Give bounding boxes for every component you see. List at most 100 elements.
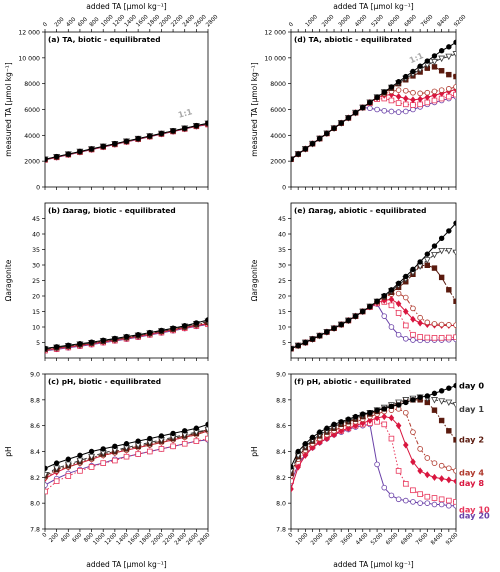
data-point <box>381 421 388 428</box>
data-point <box>417 500 423 506</box>
data-point <box>324 329 330 335</box>
data-point <box>453 73 456 80</box>
x-tick-label-top: 6800 <box>404 14 419 29</box>
data-point <box>291 346 294 352</box>
data-point <box>360 308 366 315</box>
data-point <box>381 413 388 421</box>
data-point <box>445 53 453 61</box>
panel-title: (d) TA, abiotic - equilibrated <box>294 35 412 44</box>
y-tick-label: 8.4 <box>276 449 286 456</box>
data-point <box>424 93 431 101</box>
series-group <box>45 317 208 354</box>
x-tick-label: 8400 <box>430 532 445 547</box>
data-point <box>446 322 452 328</box>
series-line <box>291 416 456 490</box>
series-line <box>291 250 456 350</box>
data-point <box>417 319 423 327</box>
x-tick-label: 1000 <box>295 532 310 547</box>
data-point <box>65 151 71 157</box>
data-point <box>65 473 72 479</box>
data-point <box>338 120 344 126</box>
data-point <box>88 464 95 470</box>
y-tick-label: 0 <box>36 185 40 192</box>
data-point <box>424 393 431 399</box>
data-point <box>402 480 409 487</box>
data-point <box>388 492 395 499</box>
data-point <box>367 410 373 416</box>
data-point <box>410 499 416 505</box>
x-tick-label: 0 <box>288 532 295 539</box>
data-point <box>403 273 409 280</box>
data-point <box>381 107 388 114</box>
x-tick-label: 400 <box>60 532 72 544</box>
data-point <box>388 302 395 309</box>
data-point <box>410 397 416 403</box>
data-point <box>147 133 153 139</box>
data-point <box>438 462 445 469</box>
data-point <box>431 335 438 341</box>
data-point <box>453 382 456 389</box>
data-point <box>446 497 452 504</box>
data-point <box>395 87 402 93</box>
data-point <box>438 501 445 508</box>
data-point <box>431 97 438 104</box>
data-point <box>431 58 438 66</box>
data-point <box>205 120 208 126</box>
x-tick-label-top: 0 <box>42 21 49 28</box>
y-axis-label: pH <box>4 446 13 456</box>
data-point <box>100 337 106 344</box>
y-tick-label: 12 000 <box>18 30 40 37</box>
data-point <box>88 448 95 455</box>
data-point <box>410 331 416 338</box>
data-point <box>453 220 456 226</box>
x-tick-label: 600 <box>72 532 84 544</box>
data-point <box>193 438 200 444</box>
data-point <box>65 342 71 348</box>
data-point <box>309 336 316 342</box>
data-point <box>402 294 409 301</box>
title-background <box>46 375 187 386</box>
y-tick-label: 5 <box>282 340 286 347</box>
y-tick-label: 35 <box>32 247 40 254</box>
x-tick-label-top: 600 <box>77 16 89 28</box>
data-point <box>453 39 456 46</box>
data-point <box>402 101 409 108</box>
x-tick-label-top: 5200 <box>371 14 386 29</box>
data-point <box>374 94 380 100</box>
data-point <box>381 313 388 319</box>
data-point <box>446 476 452 484</box>
y-tick-label: 0 <box>282 185 286 192</box>
data-point <box>388 97 395 104</box>
data-point <box>338 419 344 425</box>
series-line <box>291 303 456 350</box>
y-tick-label: 8.2 <box>276 475 286 482</box>
data-point <box>295 151 301 157</box>
x-tick-label-top: 200 <box>54 16 66 28</box>
series-line <box>291 96 456 160</box>
data-point <box>395 310 402 316</box>
x-tick-label-top: 7600 <box>420 14 435 29</box>
data-point <box>381 292 387 299</box>
data-point <box>291 485 294 493</box>
y-tick-label: 8.0 <box>30 501 40 508</box>
data-point <box>438 235 445 242</box>
data-point <box>417 314 423 321</box>
data-point <box>453 468 456 474</box>
data-point <box>417 259 423 265</box>
data-point <box>402 95 409 103</box>
data-point <box>367 105 373 112</box>
data-point <box>410 458 416 466</box>
title-background <box>292 33 434 44</box>
y-tick-label: 4000 <box>24 133 40 140</box>
x-axis-label: added TA [µmol kg⁻¹] <box>333 560 414 569</box>
data-point <box>410 305 416 312</box>
y-tick-label: 6000 <box>24 107 40 114</box>
y-tick-label: 10 000 <box>264 55 286 62</box>
data-point <box>395 93 402 101</box>
data-point <box>395 290 402 297</box>
data-point <box>402 409 409 416</box>
data-point <box>431 407 438 413</box>
data-point <box>158 433 165 439</box>
data-point <box>431 243 438 249</box>
x-tick-label: 4400 <box>355 532 370 547</box>
